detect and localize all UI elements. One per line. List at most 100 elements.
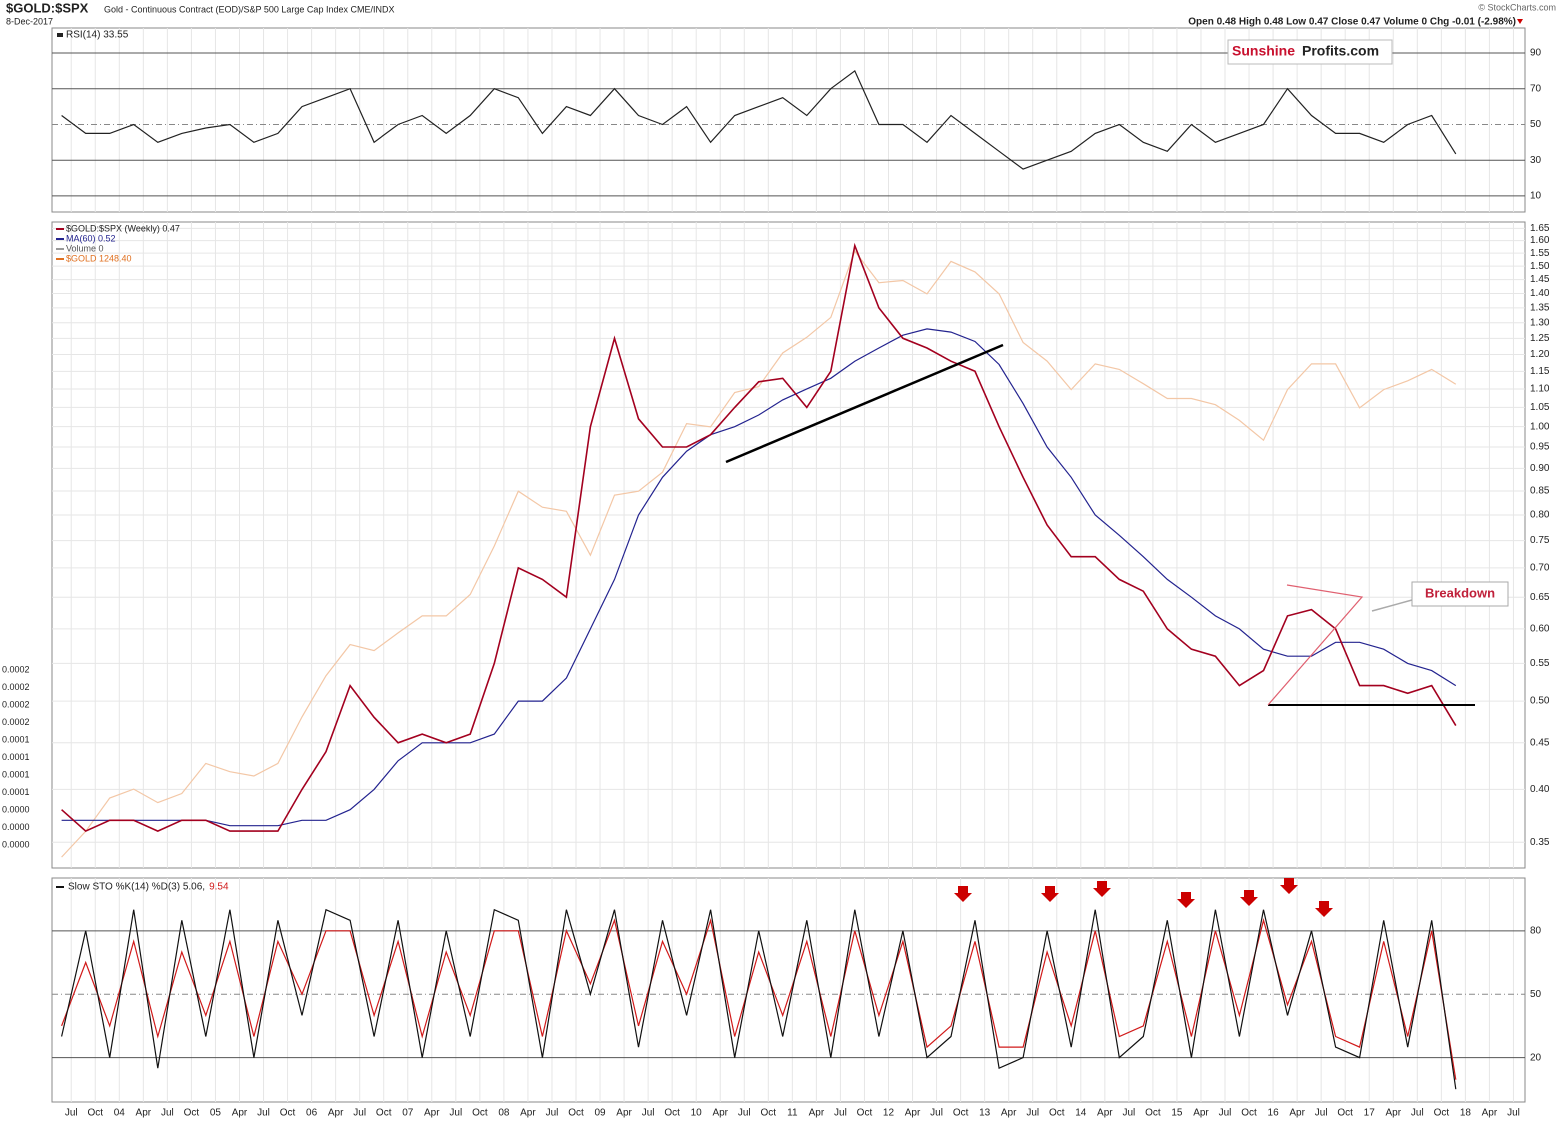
y-tick-label: 0.70 [1530,563,1550,574]
x-tick-label: Apr [1289,1108,1305,1119]
sto-panel [51,877,1526,1103]
date: 8-Dec-2017 [6,16,53,26]
labels: Jul Oct 04 Apr Jul Oct 05 Apr Jul Oct 06 Apr Jul Oct 0… [2,30,1550,1119]
y-tick-label: 1.60 [1530,235,1550,246]
legend-swatch [57,33,63,37]
y-tick-label: 10 [1530,191,1542,202]
volume-scale-label: 0.0001 [2,752,30,762]
pointer [1371,599,1413,612]
sto-legend: Slow STO %K(14) %D(3) 5.06, [68,882,205,893]
overlays: Breakdown Sunshine Profits.com [725,39,1509,917]
logo-box [1227,39,1393,65]
y-tick-label: 30 [1530,155,1542,166]
y-tick-label: 50 [1530,119,1542,130]
x-tick-label: 15 [1171,1108,1183,1119]
legend-swatch [56,228,64,230]
y-tick-label: 0.65 [1530,592,1550,603]
x-tick-label: Jul [738,1108,751,1119]
legend-entry: Volume 0 [66,243,104,253]
legend-swatch [56,886,64,888]
x-tick-label: Apr [232,1108,248,1119]
series-line [61,328,1457,827]
y-tick-label: 90 [1530,48,1542,59]
volume-scale-label: 0.0002 [2,682,30,692]
y-tick-label: 1.30 [1530,317,1550,328]
x-tick-label: Apr [136,1108,152,1119]
credit: © StockCharts.com [1478,2,1556,12]
x-tick-label: Jul [449,1108,462,1119]
down-icon [1517,19,1523,24]
y-tick-label: 0.75 [1530,535,1550,546]
y-tick-label: 1.25 [1530,333,1550,344]
triangle [1267,584,1364,706]
x-tick-label: Jul [161,1108,174,1119]
x-tick-label: 17 [1364,1108,1376,1119]
x-tick-label: Oct [1337,1108,1353,1119]
x-tick-label: Jul [353,1108,366,1119]
y-tick-label: 1.65 [1530,223,1550,234]
x-tick-label: Oct [184,1108,200,1119]
y-tick-label: 0.40 [1530,784,1550,795]
y-tick-label: 1.35 [1530,303,1550,314]
volume-scale-label: 0.0002 [2,664,30,674]
x-tick-label: Oct [664,1108,680,1119]
series-line [61,917,1457,1080]
y-tick-label: 0.35 [1530,837,1550,848]
y-tick-label: 0.55 [1530,658,1550,669]
x-tick-label: Oct [953,1108,969,1119]
y-tick-label: 1.45 [1530,274,1550,285]
volume-scale-label: 0.0002 [2,717,30,727]
volume-scale-label: 0.0000 [2,804,30,814]
legend-entry: $GOLD 1248.40 [66,253,132,263]
x-tick-label: Oct [1145,1108,1161,1119]
volume-scale-label: 0.0001 [2,734,30,744]
x-tick-label: 12 [883,1108,895,1119]
y-tick-label: 20 [1530,1052,1542,1063]
x-tick-label: Jul [930,1108,943,1119]
x-tick-label: Apr [905,1108,921,1119]
marks [61,69,1457,1090]
y-tick-label: 1.50 [1530,261,1550,272]
x-tick-label: Jul [1122,1108,1135,1119]
x-tick-label: Jul [65,1108,78,1119]
x-tick-label: 18 [1460,1108,1472,1119]
x-tick-label: Oct [1241,1108,1257,1119]
series-line [61,242,1457,833]
trendline [725,343,1004,464]
x-tick-label: Apr [809,1108,825,1119]
x-tick-label: Apr [424,1108,440,1119]
x-tick-label: 13 [979,1108,991,1119]
x-tick-label: Jul [546,1108,559,1119]
x-tick-label: Apr [520,1108,536,1119]
x-tick-label: Apr [712,1108,728,1119]
quote: Open 0.48 High 0.48 Low 0.47 Close 0.47 … [1188,17,1516,28]
volume-scale-label: 0.0001 [2,769,30,779]
x-tick-label: Apr [1482,1108,1498,1119]
legend-swatch [56,238,64,240]
x-tick-label: Oct [280,1108,296,1119]
series-line [61,69,1457,170]
x-tick-label: 09 [594,1108,606,1119]
x-tick-label: Oct [472,1108,488,1119]
logo-left: Sunshine [1232,43,1295,59]
arrows [954,878,1333,917]
x-tick-label: Oct [568,1108,584,1119]
y-tick-label: 50 [1530,989,1542,1000]
x-tick-label: Jul [257,1108,270,1119]
y-tick-label: 1.20 [1530,349,1550,360]
x-tick-label: Apr [1097,1108,1113,1119]
x-tick-label: Jul [1507,1108,1520,1119]
y-tick-label: 70 [1530,83,1542,94]
annotation: Breakdown [1425,585,1495,600]
x-tick-label: Oct [376,1108,392,1119]
y-tick-label: 0.90 [1530,463,1550,474]
y-tick-label: 1.55 [1530,248,1550,259]
x-tick-label: Jul [642,1108,655,1119]
y-tick-label: 0.50 [1530,696,1550,707]
y-tick-label: 1.00 [1530,421,1550,432]
y-tick-label: 0.95 [1530,442,1550,453]
legend-swatch [56,258,64,260]
x-tick-label: Apr [1385,1108,1401,1119]
y-tick-label: 1.10 [1530,384,1550,395]
